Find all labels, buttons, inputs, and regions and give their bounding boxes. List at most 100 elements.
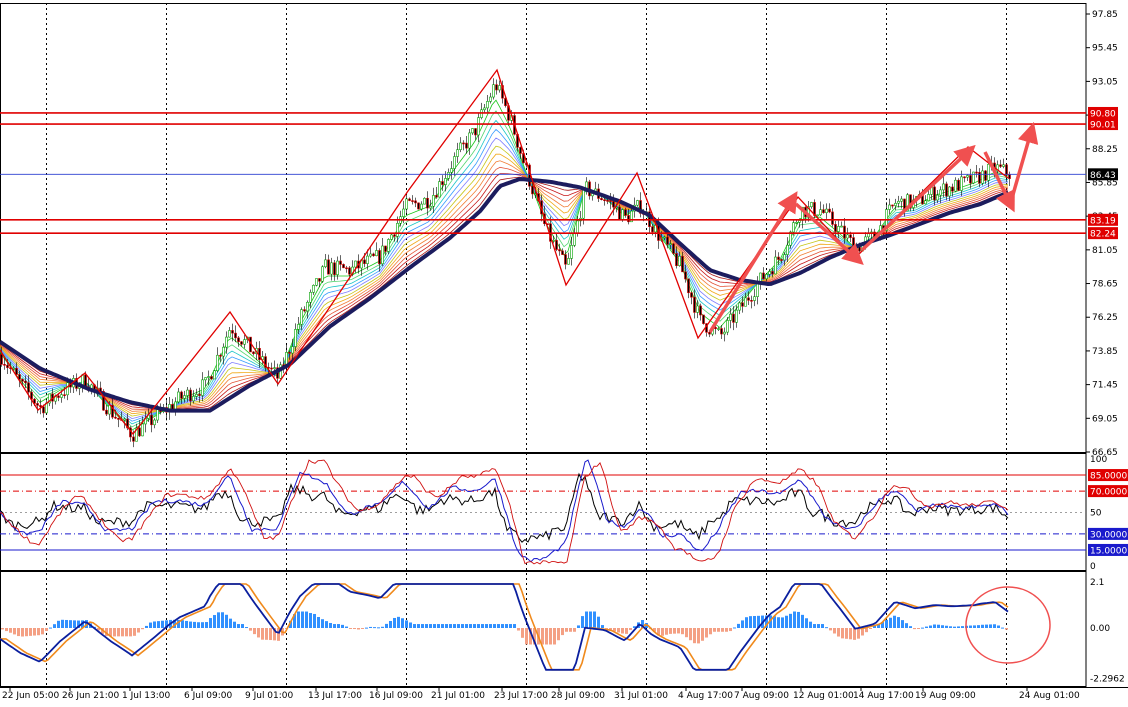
candle-body xyxy=(999,164,1002,167)
macd-histogram-bar xyxy=(945,625,948,628)
current-price-tag xyxy=(1088,168,1118,181)
candle-body xyxy=(558,249,561,252)
macd-histogram-bar xyxy=(853,628,856,640)
candle-body xyxy=(897,200,900,204)
macd-histogram-bar xyxy=(969,625,972,628)
macd-histogram-bar xyxy=(917,628,920,629)
macd-histogram-bar xyxy=(705,628,708,638)
macd-histogram-bar xyxy=(409,622,412,628)
candle-body xyxy=(225,336,228,348)
level-tag xyxy=(1088,106,1118,119)
candle-body xyxy=(933,186,936,201)
candle-body xyxy=(474,128,477,136)
candle-body xyxy=(369,253,372,257)
candle-body xyxy=(693,296,696,313)
annotations xyxy=(708,121,1051,664)
candle-body xyxy=(900,198,903,202)
macd-histogram-bar xyxy=(349,628,352,629)
candle-body xyxy=(264,356,267,368)
macd-panel-frame xyxy=(0,571,1087,687)
macd-histogram-bar xyxy=(177,619,180,628)
macd-histogram-bar xyxy=(561,628,564,636)
macd-histogram-bar xyxy=(913,628,916,630)
time-axis-label: 16 Jul 09:00 xyxy=(369,691,423,701)
macd-histogram-bar xyxy=(997,625,1000,628)
macd-histogram-bar xyxy=(817,624,820,628)
macd-histogram-bar xyxy=(493,624,496,628)
candle-body xyxy=(783,254,786,261)
candle-body xyxy=(780,259,783,261)
candle-body xyxy=(294,329,297,347)
candle-body xyxy=(714,327,717,329)
candle-body xyxy=(603,199,606,202)
macd-histogram-bar xyxy=(497,624,500,628)
macd-histogram-bar xyxy=(993,624,996,628)
candle-body xyxy=(453,156,456,169)
macd-histogram-bar xyxy=(117,628,120,637)
candle-body xyxy=(324,259,327,268)
candle-body xyxy=(843,225,846,239)
macd-histogram-bar xyxy=(9,628,12,633)
macd-panel[interactable] xyxy=(0,583,1009,671)
candle-body xyxy=(570,245,573,259)
macd-histogram-bar xyxy=(889,617,892,628)
price-tick-label: 88.25 xyxy=(1092,145,1118,155)
candle-body xyxy=(48,393,51,404)
candle-body xyxy=(210,376,213,380)
macd-histogram-bar xyxy=(329,622,332,628)
candle-body xyxy=(636,200,639,206)
macd-histogram-bar xyxy=(793,611,796,628)
candle-body xyxy=(981,170,984,184)
macd-histogram-bar xyxy=(825,627,828,629)
macd-histogram-bar xyxy=(677,628,680,634)
macd-histogram-bar xyxy=(321,619,324,628)
annotation-arrow xyxy=(983,151,1015,213)
macd-histogram-bar xyxy=(141,628,144,630)
candle-body xyxy=(786,244,789,255)
time-axis-label: 26 Jun 21:00 xyxy=(62,691,119,701)
rsi-level-tag xyxy=(1088,527,1128,540)
candle-body xyxy=(339,260,342,265)
candle-body xyxy=(909,194,912,208)
candle-body xyxy=(396,222,399,237)
candle-body xyxy=(372,253,375,257)
annotation-arrow xyxy=(860,144,976,252)
macd-histogram-bar xyxy=(273,628,276,641)
macd-histogram-bar xyxy=(781,617,784,628)
rsi-panel[interactable] xyxy=(0,459,1086,565)
price-panel[interactable] xyxy=(0,68,1086,448)
ribbon-ma-line xyxy=(0,99,1009,431)
macd-histogram-bar xyxy=(137,628,140,633)
macd-histogram-bar xyxy=(325,621,328,628)
macd-histogram-bar xyxy=(609,628,612,631)
macd-histogram-bar xyxy=(673,628,676,634)
candle-body xyxy=(477,117,480,136)
candle-body xyxy=(771,271,774,275)
candle-body xyxy=(153,419,156,426)
macd-histogram-bar xyxy=(221,612,224,628)
candle-body xyxy=(66,382,69,396)
macd-histogram-bar xyxy=(429,624,432,628)
macd-histogram-bar xyxy=(461,624,464,628)
time-axis-label: 1 Jul 13:00 xyxy=(122,691,171,701)
macd-histogram-bar xyxy=(877,624,880,628)
macd-histogram-bar xyxy=(925,626,928,628)
candle-body xyxy=(831,211,834,225)
macd-histogram-bar xyxy=(421,624,424,628)
macd-histogram-bar xyxy=(61,619,64,628)
candle-body xyxy=(483,107,486,111)
candle-body xyxy=(963,176,966,179)
candle-body xyxy=(732,313,735,323)
candle-body xyxy=(18,374,21,380)
candle-body xyxy=(927,194,930,202)
macd-histogram-bar xyxy=(481,624,484,628)
candle-body xyxy=(936,194,939,201)
candle-body xyxy=(744,297,747,307)
candle-body xyxy=(672,243,675,254)
candle-body xyxy=(627,215,630,223)
candle-body xyxy=(555,240,558,250)
macd-histogram-bar xyxy=(749,616,752,628)
macd-histogram-bar xyxy=(417,624,420,628)
